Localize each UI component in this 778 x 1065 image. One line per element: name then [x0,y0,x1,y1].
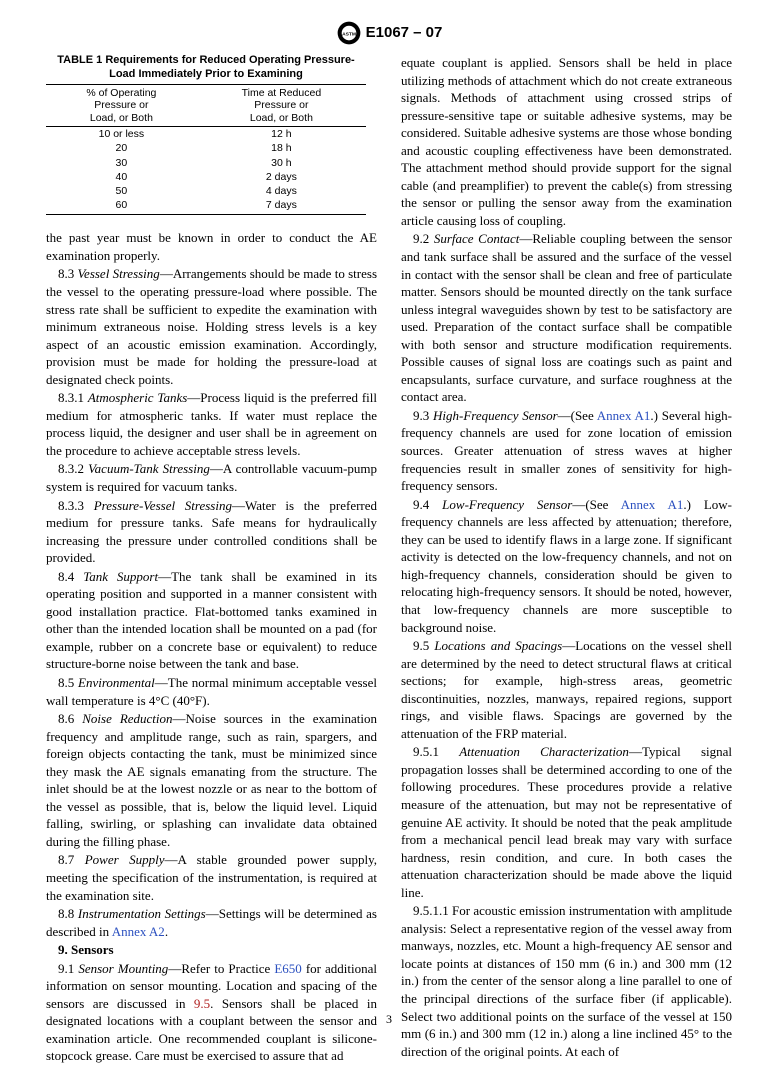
subtitle: Pressure-Vessel Stressing [94,498,232,513]
subtitle: Surface Contact [434,231,519,246]
cell: 30 h [197,156,366,170]
crossref-link[interactable]: 9.5 [194,996,210,1011]
cell: 12 h [197,127,366,142]
para-9.5.1.1: 9.5.1.1 For acoustic emission instrument… [401,902,732,1060]
text: . [165,924,168,939]
cell: 60 [46,198,197,215]
num: 8.3.3 [58,498,94,513]
subtitle: Locations and Spacings [434,638,562,653]
table1: TABLE 1 Requirements for Reduced Operati… [46,54,366,215]
num: 8.7 [58,852,85,867]
subtitle: Vessel Stressing [78,266,160,281]
para-9.3: 9.3 High-Frequency Sensor—(See Annex A1.… [401,407,732,495]
text: —Typical signal propagation losses shall… [401,744,732,899]
cell: 10 or less [46,127,197,142]
subtitle: Environmental [78,675,155,690]
cell: 20 [46,141,197,155]
subtitle: Vacuum-Tank Stressing [88,461,210,476]
page-header: ASTM E1067 – 07 [46,20,732,46]
annex-link[interactable]: Annex A1 [597,408,651,423]
subtitle: Noise Reduction [82,711,172,726]
table1-title: TABLE 1 Requirements for Reduced Operati… [46,54,366,82]
subtitle: Power Supply [85,852,165,867]
subtitle: Attenuation Characterization [459,744,629,759]
table1-grid: % of Operating Pressure or Load, or Both… [46,84,366,216]
text: —Arrangements should be made to stress t… [46,266,377,386]
num: 9.5.1 [413,744,459,759]
subtitle: Low-Frequency Sensor [442,497,572,512]
para-9.2: 9.2 Surface Contact—Reliable coupling be… [401,230,732,405]
table-row: 10 or less12 h [46,127,366,142]
table-row: 3030 h [46,156,366,170]
subtitle: High-Frequency Sensor [433,408,558,423]
para: the past year must be known in order to … [46,229,377,264]
cell: 30 [46,156,197,170]
para-8.3.2: 8.3.2 Vacuum-Tank Stressing—A controllab… [46,460,377,495]
num: 9.3 [413,408,433,423]
subtitle: Atmospheric Tanks [88,390,187,405]
text: —(See [558,408,597,423]
cell: 40 [46,170,197,184]
num: 9.2 [413,231,434,246]
num: 9.4 [413,497,442,512]
body-columns: TABLE 1 Requirements for Reduced Operati… [46,54,732,1065]
para-9.5: 9.5 Locations and Spacings—Locations on … [401,637,732,742]
table-row: 402 days [46,170,366,184]
table-row: 504 days [46,184,366,198]
annex-link[interactable]: Annex A2 [112,924,165,939]
num: 8.4 [58,569,83,584]
cell: 50 [46,184,197,198]
num: 8.3.1 [58,390,88,405]
para-8.4: 8.4 Tank Support—The tank shall be exami… [46,568,377,673]
page: ASTM E1067 – 07 TABLE 1 Requirements for… [0,0,778,1041]
para-9.1-cont: equate couplant is applied. Sensors shal… [401,54,732,229]
para-8.8: 8.8 Instrumentation Settings—Settings wi… [46,905,377,940]
para-8.7: 8.7 Power Supply—A stable grounded power… [46,851,377,904]
subtitle: Tank Support [83,569,158,584]
num: 8.3 [58,266,78,281]
para-9.5.1: 9.5.1 Attenuation Characterization—Typic… [401,743,732,901]
table-row: 607 days [46,198,366,215]
text: —Refer to Practice [168,961,274,976]
subtitle: Sensor Mounting [78,961,168,976]
subtitle: Instrumentation Settings [78,906,206,921]
para-8.3.1: 8.3.1 Atmospheric Tanks—Process liquid i… [46,389,377,459]
num: 8.6 [58,711,82,726]
cell: 2 days [197,170,366,184]
para-8.6: 8.6 Noise Reduction—Noise sources in the… [46,710,377,850]
para-8.5: 8.5 Environmental—The normal minimum acc… [46,674,377,709]
svg-text:ASTM: ASTM [342,31,356,37]
text: —Locations on the vessel shell are deter… [401,638,732,741]
text: —The tank shall be examined in its opera… [46,569,377,672]
text: .) Low-frequency channels are less affec… [401,497,732,635]
para-9.4: 9.4 Low-Frequency Sensor—(See Annex A1.)… [401,496,732,636]
annex-link[interactable]: Annex A1 [621,497,684,512]
table1-col1-header: % of Operating Pressure or Load, or Both [46,84,197,127]
num: 8.5 [58,675,78,690]
reference-link[interactable]: E650 [274,961,301,976]
num: 9.5 [413,638,434,653]
standard-number: E1067 – 07 [366,24,443,41]
num: 8.8 [58,906,78,921]
para-8.3.3: 8.3.3 Pressure-Vessel Stressing—Water is… [46,497,377,567]
text: —Reliable coupling between the sensor an… [401,231,732,404]
section-9-heading: 9. Sensors [46,941,377,959]
num: 8.3.2 [58,461,88,476]
astm-logo-icon: ASTM [336,20,362,46]
cell: 7 days [197,198,366,215]
para-8.3: 8.3 Vessel Stressing—Arrangements should… [46,265,377,388]
text: —(See [572,497,620,512]
page-number: 3 [0,1011,778,1027]
table1-col2-header: Time at Reduced Pressure or Load, or Bot… [197,84,366,127]
cell: 4 days [197,184,366,198]
num: 9.1 [58,961,78,976]
cell: 18 h [197,141,366,155]
text: —Noise sources in the examination freque… [46,711,377,849]
table-row: 2018 h [46,141,366,155]
